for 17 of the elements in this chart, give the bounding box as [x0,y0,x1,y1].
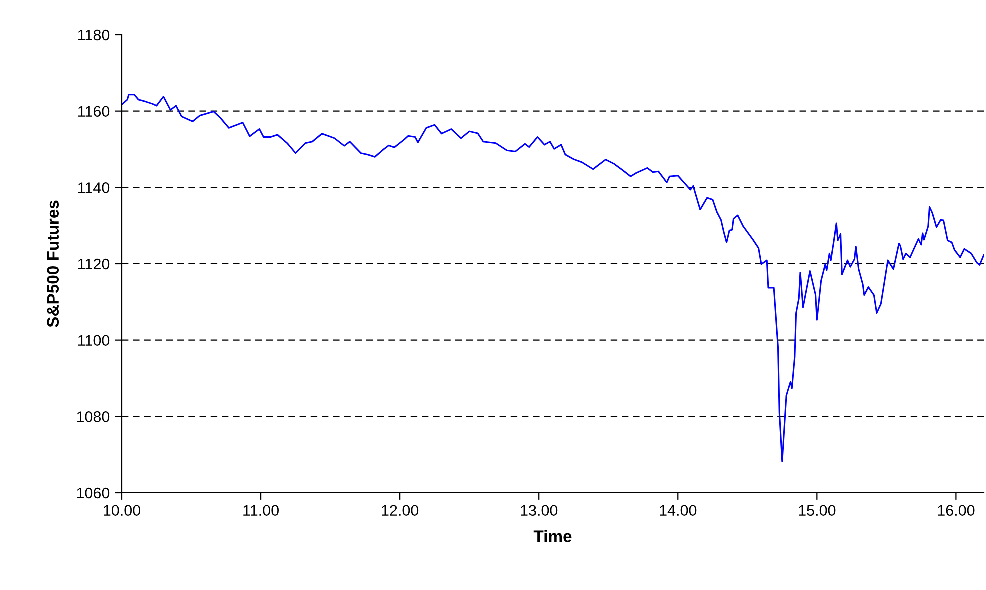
x-tick-label: 16.00 [938,505,975,516]
x-tick-label: 14.00 [660,505,697,516]
x-tick-label: 10.00 [104,505,141,516]
x-axis-title: Time [534,530,572,542]
x-tick-label: 13.00 [521,505,558,516]
x-tick-label: 12.00 [382,505,419,516]
y-tick-label: 1120 [78,258,110,270]
y-tick-label: 1080 [77,412,110,422]
y-tick-label: 1060 [77,488,110,499]
y-tick-label: 1100 [78,335,110,346]
x-tick-label: 11.00 [244,505,279,516]
x-tick-label: 15.00 [799,505,836,516]
y-tick-label: 1160 [78,106,110,118]
y-tick-label: 1140 [78,182,110,194]
y-axis-title: S&P500 Futures [47,200,60,328]
y-tick-label: 1180 [78,30,110,41]
line-series [122,94,984,462]
